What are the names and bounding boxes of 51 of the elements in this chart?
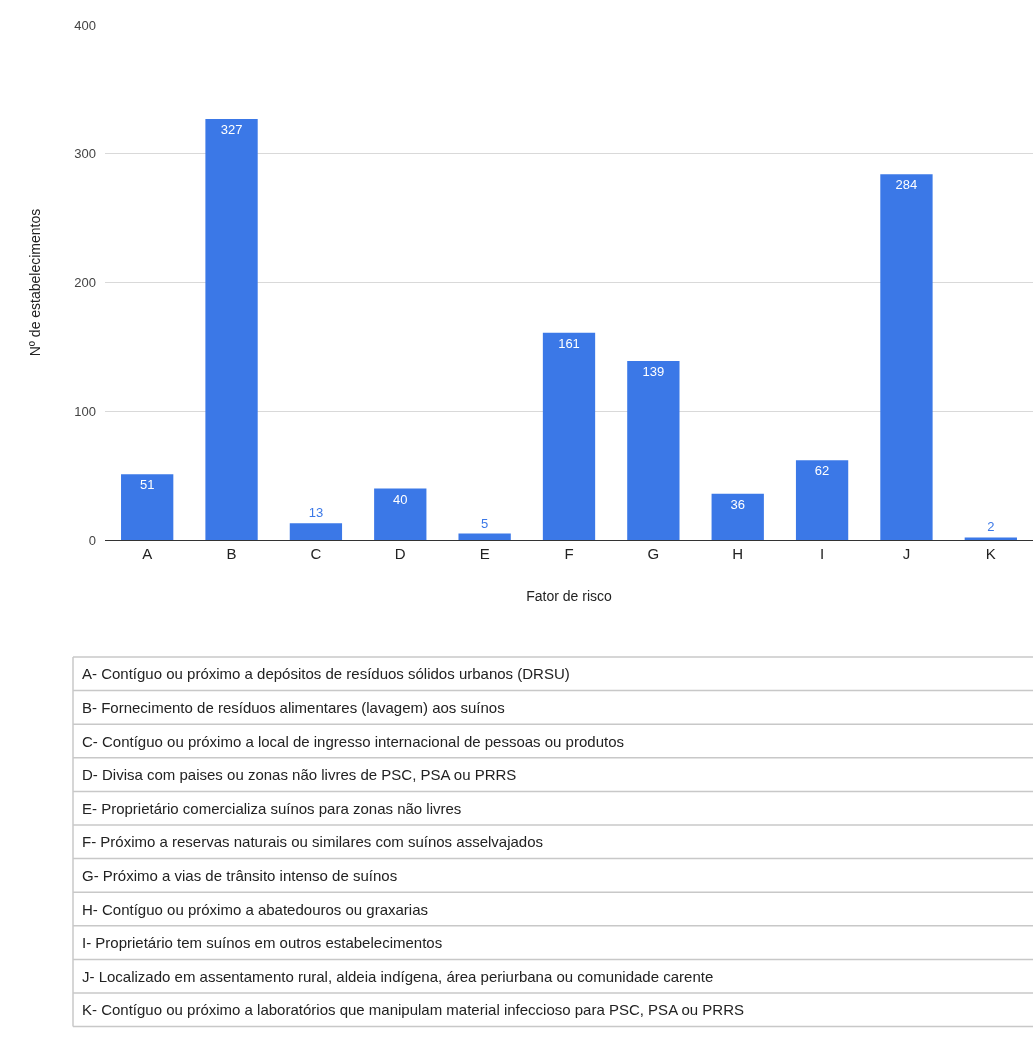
y-tick-label: 300 [74,146,96,162]
bar [711,493,764,540]
bar [121,474,174,540]
y-tick-label: 200 [74,275,96,291]
y-tick-label: 400 [74,17,96,33]
bar [627,361,680,540]
text: D- Divisa com paises ou zonas não livres de PSC, PSA ou PRRS [82,766,517,783]
bar [458,533,511,540]
bar [964,537,1017,540]
x-tick-label: H [732,545,744,562]
bar [795,460,849,540]
y-axis-title: Nº de estabelecimentos [26,208,43,357]
data-label: 284 [895,177,918,193]
data-label: 62 [814,463,830,479]
text: H- Contíguo ou próximo a abatedouros ou graxarias [82,901,429,918]
data-label: 51 [139,477,155,493]
bar [542,332,596,540]
y-tick-label: 0 [88,532,96,548]
x-tick-label: A [142,545,153,562]
text: A- Contíguo ou próximo a depósitos de resíduos sólidos urbanos (DRSU) [82,665,570,682]
text: F- Próximo a reservas naturais ou similares com suínos asselvajados [82,833,544,850]
data-label: 40 [393,491,408,507]
text: G- Próximo a vias de trânsito intenso de suínos [82,867,398,884]
text: J- Localizado em assentamento rural, aldeia indígena, área periurbana ou comunidade carente [82,968,714,985]
x-tick-label: E [479,545,490,562]
x-tick-label: I [820,545,825,562]
x-tick-label: J [902,545,911,562]
data-label: 5 [481,515,489,531]
text: C- Contíguo ou próximo a local de ingresso internacional de pessoas ou produtos [82,733,624,750]
data-label: 13 [308,505,324,521]
text: B- Fornecimento de resíduos alimentares (lavagem) aos suínos [82,699,505,716]
x-tick-label: F [564,545,574,562]
data-label: 36 [730,496,745,512]
x-tick-label: K [985,545,996,562]
x-tick-label: D [394,545,406,562]
data-label: 2 [987,519,995,535]
data-label: 161 [558,335,580,351]
x-tick-label: G [647,545,660,562]
y-tick-label: 100 [74,403,96,419]
bar [289,523,343,540]
bar [205,118,258,540]
x-tick-label: C [310,545,322,562]
text: I- Proprietário tem suínos em outros estabelecimentos [82,934,443,951]
x-tick-label: B [226,545,237,562]
text: K- Contíguo ou próximo a laboratórios que manipulam material infeccioso para PSC, PSA ou PRRS [82,1001,744,1018]
bar [880,174,933,540]
x-axis-title: Fator de risco [526,588,612,605]
data-label: 139 [642,364,665,380]
text: E- Proprietário comercializa suínos para zonas não livres [82,800,462,817]
data-label: 327 [220,121,243,137]
bar [374,488,427,540]
